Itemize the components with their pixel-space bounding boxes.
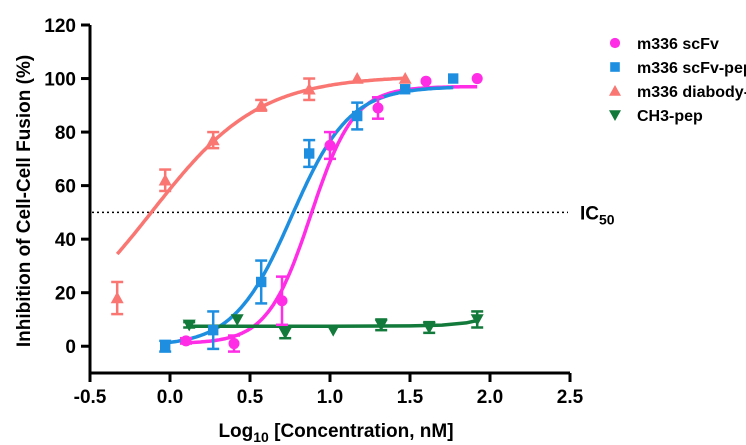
y-tick-label: 20 bbox=[55, 284, 76, 305]
point-m336-diabody-pep bbox=[254, 98, 268, 111]
legend-label-m336-diabody-pep: m336 diabody-pep bbox=[637, 84, 746, 101]
point-m336-scfv-pep bbox=[400, 84, 411, 95]
x-axis-title-main: Log bbox=[218, 421, 253, 442]
y-tick-label: 0 bbox=[65, 337, 76, 358]
x-tick-label: 2.0 bbox=[477, 387, 503, 408]
legend-marker-m336-scfv-pep bbox=[610, 62, 620, 72]
x-axis-title-sub: 10 bbox=[253, 429, 269, 445]
y-tick-label: 60 bbox=[55, 177, 76, 198]
point-m336-scfv bbox=[180, 335, 192, 347]
point-m336-scfv-pep bbox=[448, 73, 459, 84]
legend-label-ch3-pep: CH3-pep bbox=[637, 108, 703, 125]
legend-label-m336-scfv-pep: m336 scFv-pep bbox=[637, 60, 746, 77]
point-ch3-pep bbox=[230, 314, 244, 326]
point-m336-scfv bbox=[471, 73, 483, 85]
legend-marker-m336-diabody-pep bbox=[609, 85, 621, 96]
x-axis-title: Log10 [Concentration, nM] bbox=[218, 421, 453, 445]
point-m336-scfv bbox=[276, 295, 288, 307]
axes: 0 20 40 60 80 100 120 -0.5 0.0 0.5 1.0 1.5 2.0 2.5 Inh… bbox=[14, 16, 584, 445]
point-m336-scfv bbox=[420, 75, 432, 87]
ic50-reference: IC50 bbox=[92, 203, 615, 227]
point-ch3-pep bbox=[182, 319, 196, 332]
y-tick-label: 40 bbox=[55, 230, 76, 251]
point-m336-diabody-pep bbox=[110, 291, 124, 304]
point-m336-scfv bbox=[228, 338, 240, 350]
x-tick-label: 0.0 bbox=[157, 387, 183, 408]
y-tick-label: 100 bbox=[44, 70, 76, 91]
point-m336-scfv-pep bbox=[352, 110, 363, 122]
fit-curve-ch3-pep bbox=[186, 318, 478, 328]
ic50-label-sub: 50 bbox=[599, 211, 615, 227]
point-m336-diabody-pep bbox=[206, 133, 220, 146]
x-tick-label: 0.5 bbox=[237, 387, 264, 408]
point-ch3-pep bbox=[422, 322, 436, 334]
legend-marker-m336-scfv bbox=[609, 37, 621, 49]
point-ch3-pep bbox=[470, 314, 484, 326]
legend: m336 scFv m336 scFv-pep m336 diabody-pep CH… bbox=[609, 36, 746, 125]
fit-curve-m336-scfv bbox=[186, 84, 478, 345]
y-tick-label: 120 bbox=[44, 16, 76, 37]
point-m336-scfv-pep bbox=[160, 341, 171, 352]
point-ch3-pep bbox=[374, 319, 388, 332]
x-tick-label: 2.5 bbox=[557, 387, 584, 408]
x-axis-title-rest: [Concentration, nM] bbox=[269, 421, 454, 442]
error-bars bbox=[111, 77, 484, 353]
point-m336-scfv-pep bbox=[256, 276, 267, 288]
point-m336-scfv-pep bbox=[208, 324, 219, 336]
y-axis-title: Inhibition of Cell-Cell Fusion (%) bbox=[14, 55, 35, 347]
point-m336-scfv-pep bbox=[304, 148, 315, 159]
y-tick-label: 80 bbox=[55, 123, 76, 144]
point-ch3-pep bbox=[278, 327, 292, 340]
point-ch3-pep bbox=[326, 324, 340, 337]
point-m336-diabody-pep bbox=[302, 82, 316, 95]
point-m336-diabody-pep bbox=[398, 72, 412, 84]
point-m336-diabody-pep bbox=[350, 72, 364, 84]
ic50-label-main: IC bbox=[580, 203, 599, 224]
point-m336-scfv bbox=[324, 139, 336, 151]
x-tick-label: -0.5 bbox=[74, 387, 107, 408]
data-points bbox=[110, 72, 484, 352]
ic50-label: IC50 bbox=[580, 203, 615, 227]
point-m336-scfv bbox=[372, 102, 384, 114]
point-m336-diabody-pep bbox=[158, 173, 172, 186]
x-tick-label: 1.0 bbox=[317, 387, 343, 408]
legend-marker-ch3-pep bbox=[609, 110, 621, 121]
legend-label-m336-scfv: m336 scFv bbox=[637, 36, 719, 53]
x-tick-label: 1.5 bbox=[397, 387, 424, 408]
fit-curves bbox=[115, 76, 478, 345]
